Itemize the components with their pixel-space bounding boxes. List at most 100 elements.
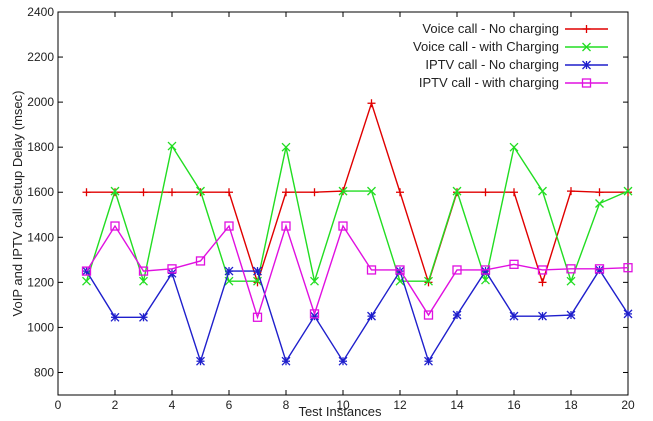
marker-stroke <box>537 265 548 275</box>
data-point <box>139 276 148 286</box>
data-point <box>338 356 348 366</box>
data-point <box>452 186 462 196</box>
y-tick-label: 1000 <box>27 320 54 334</box>
data-point <box>452 265 462 275</box>
x-tick-label: 18 <box>564 398 578 412</box>
data-point <box>167 264 177 274</box>
series <box>82 265 633 366</box>
marker-stroke <box>424 276 433 286</box>
marker-stroke <box>224 266 234 276</box>
data-point <box>623 186 633 196</box>
data-point <box>195 256 206 266</box>
legend-item: Voice call - with Charging <box>413 39 608 54</box>
data-point <box>481 275 490 285</box>
marker-stroke <box>82 276 91 286</box>
data-point <box>594 264 605 274</box>
legend-item: IPTV call - with charging <box>419 75 608 90</box>
x-axis: 0 2 4 6 8 10 12 14 16 18 20 <box>55 12 635 412</box>
marker-stroke <box>139 276 148 286</box>
data-point <box>595 199 604 208</box>
x-tick-label: 4 <box>169 398 176 412</box>
data-point <box>309 309 320 319</box>
legend-label: IPTV call - with charging <box>419 75 559 90</box>
marker-stroke <box>509 142 519 152</box>
y-axis: 800 1000 1200 1400 1600 1800 2000 2200 2400 <box>27 5 628 379</box>
marker-stroke <box>395 265 405 275</box>
marker-stroke <box>195 256 206 266</box>
marker-stroke <box>167 264 177 274</box>
legend-label: Voice call - with Charging <box>413 39 559 54</box>
data-point <box>82 276 91 286</box>
y-tick-label: 1600 <box>27 185 54 199</box>
x-tick-label: 10 <box>336 398 350 412</box>
legend: Voice call - No charging Voice call - wit… <box>413 21 608 90</box>
marker-stroke <box>281 142 291 152</box>
data-point <box>81 266 92 276</box>
data-point <box>566 310 576 320</box>
marker-stroke <box>594 264 605 274</box>
x-tick-label: 14 <box>450 398 464 412</box>
marker-stroke <box>139 312 148 322</box>
marker-stroke <box>566 264 576 274</box>
series-line <box>85 144 629 284</box>
marker-stroke <box>367 311 376 321</box>
marker-stroke <box>310 276 319 286</box>
marker-stroke <box>224 221 234 231</box>
series-layer <box>81 99 633 366</box>
y-tick-label: 2400 <box>27 5 54 19</box>
data-point <box>538 311 547 321</box>
marker-stroke <box>224 276 234 286</box>
x-tick-label: 2 <box>112 398 119 412</box>
marker-stroke <box>167 141 177 151</box>
series-line <box>85 268 629 364</box>
y-tick-label: 1800 <box>27 140 54 154</box>
data-point <box>168 188 176 197</box>
marker-stroke <box>566 310 576 320</box>
marker-stroke <box>452 265 462 275</box>
data-point <box>395 265 405 275</box>
data-point <box>110 186 120 196</box>
marker-stroke <box>281 221 291 231</box>
marker-stroke <box>281 356 291 366</box>
data-point <box>366 265 377 275</box>
data-point <box>424 356 433 366</box>
series <box>82 141 633 286</box>
data-point <box>196 356 205 366</box>
x-axis-label: Test Instances <box>298 404 382 419</box>
data-point <box>253 266 262 276</box>
marker-stroke <box>138 266 149 276</box>
marker-stroke <box>424 356 433 366</box>
x-tick-label: 0 <box>55 398 62 412</box>
legend-marker <box>581 78 592 88</box>
data-point <box>423 310 434 320</box>
marker-stroke <box>338 221 348 231</box>
legend-item: Voice call - No charging <box>422 21 608 36</box>
data-point <box>538 278 547 287</box>
data-point <box>139 312 148 322</box>
y-tick-label: 2000 <box>27 95 54 109</box>
data-point <box>225 188 233 197</box>
data-point <box>367 99 376 108</box>
y-tick-label: 1400 <box>27 230 54 244</box>
data-point <box>509 142 519 152</box>
data-point <box>509 311 519 321</box>
data-point <box>110 312 120 322</box>
x-tick-label: 20 <box>621 398 635 412</box>
marker-stroke <box>81 266 92 276</box>
marker-stroke <box>338 356 348 366</box>
data-point <box>566 264 576 274</box>
marker-stroke <box>623 263 633 273</box>
marker-stroke <box>452 186 462 196</box>
marker-stroke <box>582 42 591 52</box>
marker-stroke <box>623 309 633 319</box>
x-tick-label: 16 <box>507 398 521 412</box>
data-point <box>367 311 376 321</box>
data-point <box>338 186 348 196</box>
data-point <box>424 276 433 286</box>
data-point <box>139 188 148 197</box>
data-point <box>538 186 547 196</box>
marker-stroke <box>423 310 434 320</box>
data-point <box>452 310 462 320</box>
x-tick-label: 6 <box>226 398 233 412</box>
